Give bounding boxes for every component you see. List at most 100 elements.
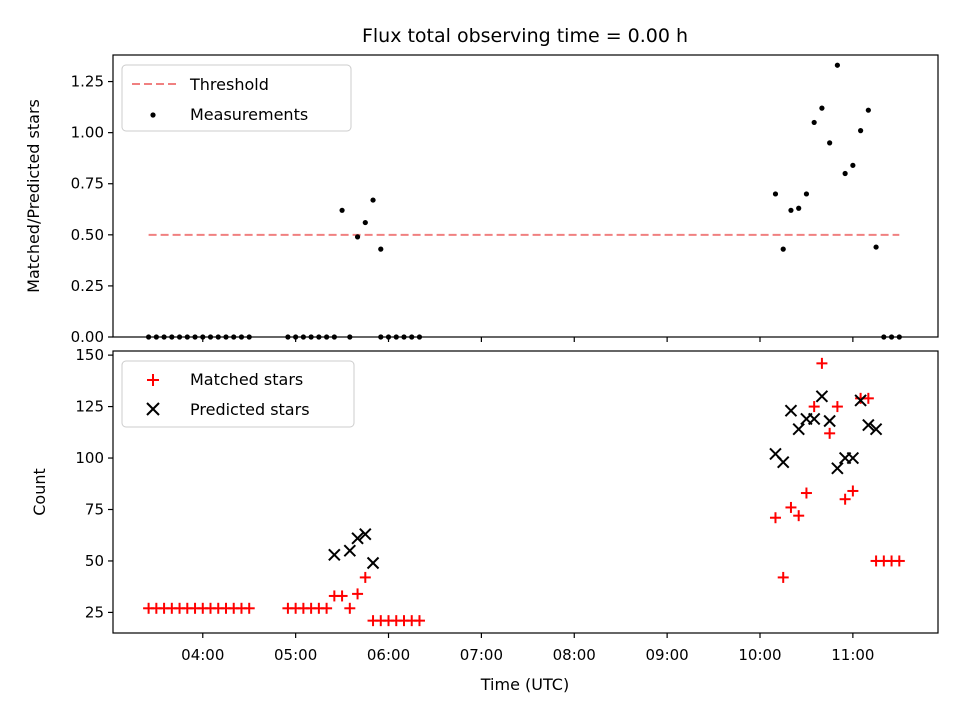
predicted-star-point <box>343 544 357 557</box>
predicted-x-b <box>862 418 875 432</box>
matched-star-point <box>352 588 364 600</box>
measurement-point <box>834 62 840 68</box>
measurement-point <box>354 234 361 240</box>
bottom-y-tick-label: 100 <box>75 449 104 467</box>
x-tick-label: 06:00 <box>367 646 410 664</box>
bottom-axes: 04:00 05:00 06:00 07:00 08:00 09:00 10:00 11:00… <box>75 346 874 664</box>
matched-legend-marker <box>147 374 159 386</box>
top-y-tick-label: 0.25 <box>71 277 104 295</box>
x-tick-label: 07:00 <box>460 646 503 664</box>
measurement-point <box>819 105 825 111</box>
predicted-star-point <box>351 532 364 545</box>
matched-star-point <box>839 493 851 505</box>
matched-star-point <box>793 510 805 522</box>
x-tick-label: 09:00 <box>646 646 689 664</box>
measurement-point <box>850 162 856 168</box>
top-plot-data <box>146 62 902 340</box>
predicted-x-b <box>769 447 782 461</box>
predicted-x-b <box>777 455 790 469</box>
matched-star-point <box>413 615 425 627</box>
legend-matched-label: Matched stars <box>190 370 303 389</box>
predicted-x-b <box>343 544 357 557</box>
top-y-tick-label: 0.75 <box>71 175 104 193</box>
top-y-tick-label: 1.00 <box>71 124 104 142</box>
chart-title: Flux total observing time = 0.00 h <box>362 25 688 47</box>
measurement-point <box>803 191 810 197</box>
bottom-y-tick-label: 150 <box>75 346 104 364</box>
matched-star-point <box>847 485 859 497</box>
matched-star-point <box>862 392 874 404</box>
matched-star-point <box>769 512 781 524</box>
x-tick-label: 11:00 <box>831 646 874 664</box>
predicted-x-b <box>351 532 364 545</box>
predicted-star-point <box>328 548 341 561</box>
predicted-star-point <box>792 423 805 436</box>
predicted-star-point <box>366 556 380 570</box>
bottom-legend: Matched stars Predicted stars <box>121 360 355 428</box>
matched-star-point <box>785 501 797 513</box>
x-tick-label: 05:00 <box>274 646 317 664</box>
top-y-tick-label: 0.00 <box>71 328 104 346</box>
measurement-point <box>827 140 833 146</box>
bottom-plot-data <box>143 357 905 627</box>
predicted-star-point <box>869 423 883 436</box>
predicted-x-b <box>328 548 341 561</box>
predicted-star-point <box>784 404 798 417</box>
bottom-y-tick-label: 50 <box>85 552 104 570</box>
matched-star-point <box>243 602 255 614</box>
measurement-point <box>788 207 794 213</box>
predicted-x-b <box>807 412 821 426</box>
legend-threshold-label: Threshold <box>189 75 269 94</box>
predicted-star-point <box>807 412 821 426</box>
predicted-star-point <box>846 451 860 465</box>
bottom-y-axis-label: Count <box>30 468 49 516</box>
matched-star-point <box>824 427 836 439</box>
measurement-point <box>339 207 345 213</box>
predicted-star-point <box>815 390 829 403</box>
matched-star-point <box>800 487 812 499</box>
x-tick-label: 04:00 <box>181 646 224 664</box>
measurement-point <box>370 197 376 203</box>
predicted-star-point <box>823 414 836 428</box>
x-axis-label: Time (UTC) <box>480 675 569 694</box>
measurement-point <box>858 128 864 134</box>
bottom-axes-frame <box>112 350 939 634</box>
measurement-point <box>811 119 817 126</box>
x-tick-label: 10:00 <box>738 646 781 664</box>
matched-star-point <box>336 590 348 602</box>
top-axes-frame <box>112 54 939 338</box>
predicted-x-b <box>846 451 860 465</box>
top-y-axis-label: Matched/Predicted stars <box>24 99 43 293</box>
predicted-x-b <box>831 462 844 475</box>
measurement-point <box>873 244 879 250</box>
legend-predicted-label: Predicted stars <box>190 400 310 419</box>
matched-star-point <box>831 401 843 413</box>
measurements-legend-marker <box>150 112 156 118</box>
matched-star-point <box>808 401 820 413</box>
measurement-point <box>796 205 802 211</box>
x-tick-label: 08:00 <box>553 646 596 664</box>
predicted-x-b <box>854 394 867 407</box>
predicted-star-point <box>359 527 372 541</box>
measurement-point <box>780 246 786 252</box>
measurement-point <box>842 170 848 177</box>
bottom-y-tick-label: 25 <box>85 603 104 621</box>
top-legend-box <box>121 64 352 132</box>
matched-star-point <box>359 571 371 583</box>
predicted-star-point <box>831 462 844 475</box>
predicted-x-b <box>823 414 836 428</box>
bottom-y-tick-label: 75 <box>85 500 104 518</box>
top-legend: Threshold Measurements <box>121 64 352 132</box>
measurement-point <box>378 246 384 252</box>
predicted-x-b <box>792 423 805 436</box>
predicted-x-b <box>869 423 883 436</box>
matched-star-point <box>816 357 828 369</box>
predicted-legend-marker <box>146 402 160 416</box>
predicted-x-b <box>815 390 829 403</box>
measurement-point <box>865 107 871 113</box>
predicted-star-point <box>862 418 875 432</box>
predicted-x-b <box>359 527 372 541</box>
matched-star-point <box>893 555 905 567</box>
predicted-x-b <box>366 556 380 570</box>
bottom-legend-box <box>121 360 355 428</box>
